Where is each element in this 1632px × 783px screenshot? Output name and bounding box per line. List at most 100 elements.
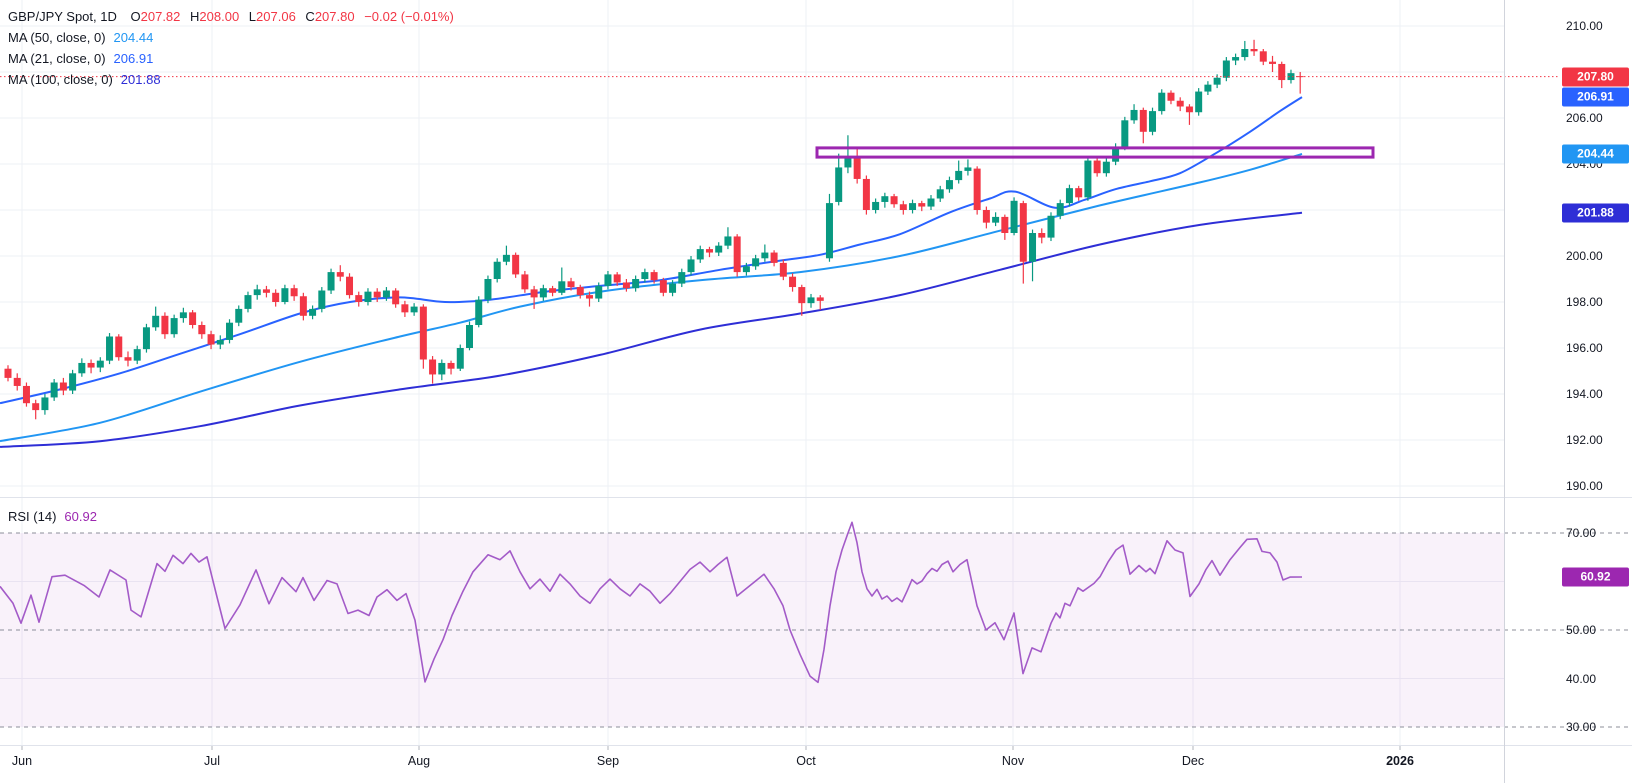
candle-body [1167,92,1175,101]
candle-body [50,382,58,398]
candle-body [484,279,492,300]
candle-body [189,312,197,325]
candle-body [309,308,317,316]
candle-body [835,167,843,202]
candle-body [419,306,427,360]
candle-body [493,261,501,279]
candle-body [142,327,150,350]
candle-body [964,167,972,171]
candle-body [1250,49,1258,52]
candle-body [1259,51,1267,62]
candle-body [669,283,677,293]
candle-body [521,274,529,290]
candle-body [955,170,963,181]
candle-body [4,368,12,378]
candle-body [909,203,917,210]
candle-body [410,306,418,313]
candle-body [272,292,280,302]
candle-body [1112,146,1120,162]
candlestick-series [4,39,1304,420]
candle-body [124,357,132,361]
candle-body [179,312,187,319]
candle-body [576,287,584,296]
candle-body [392,290,400,305]
candle-body [678,272,686,284]
candle-body [161,315,169,335]
pane-separator[interactable] [0,497,1632,498]
candle-body [798,287,806,304]
candle-body [1213,77,1221,85]
price-axis-badge: 201.88 [1562,203,1629,223]
rsi-line [0,521,1303,684]
candle-body [1084,160,1092,198]
candle-body [890,196,898,205]
candle-body [770,252,778,263]
price-axis-label: 196.00 [1566,341,1603,355]
candle-body [1001,216,1009,233]
candle-body [1278,63,1286,81]
candle-body [687,259,695,273]
resistance-range-box[interactable] [815,146,1375,159]
ma50-legend-row[interactable]: MA (50, close, 0) 204.44 [8,30,154,45]
price-axis-badge: 206.91 [1562,87,1629,107]
candle-body [373,291,381,298]
candle-body [32,403,40,411]
month-label-sep: Sep [596,754,620,768]
candle-body [927,198,935,207]
candle-body [789,276,797,288]
candle-body [715,245,723,253]
month-label-dec: Dec [1181,754,1205,768]
rsi-axis-label: 70.00 [1566,526,1597,540]
candle-body [78,362,86,374]
candle-body [1149,111,1157,132]
candle-body [705,249,713,253]
candle-body [604,274,612,286]
ma100-legend-row[interactable]: MA (100, close, 0) 201.88 [8,72,161,87]
candle-body [327,272,335,291]
price-axis-label: 206.00 [1566,111,1603,125]
month-label-2026: 2026 [1386,754,1414,768]
candle-body [401,304,409,313]
candle-body [1222,60,1230,78]
candle-body [281,288,289,302]
candle-body [235,308,243,323]
ma-50-line [0,152,1303,443]
candle-body [585,295,593,299]
candle-body [1010,200,1018,233]
candle-body [87,362,95,368]
price-axis-label: 194.00 [1566,387,1603,401]
candle-body [244,295,252,309]
candle-body [862,178,870,210]
ma21-legend-row[interactable]: MA (21, close, 0) 206.91 [8,51,154,66]
candle-body [1204,84,1212,92]
candle-body [299,296,307,316]
rsi-legend-row[interactable]: RSI (14) 60.92 [8,509,97,524]
rsi-axis-label: 30.00 [1566,720,1597,734]
candle-body [1075,188,1083,198]
candle-body [613,274,621,283]
candle-body [945,180,953,190]
ma-21-line [0,96,1303,405]
candle-body [973,168,981,210]
candle-body [807,297,815,304]
price-axis-badge: 207.80 [1562,67,1629,87]
symbol-title[interactable]: GBP/JPY Spot, 1D [8,9,117,24]
candle-body [438,362,446,375]
month-label-jun: Jun [11,754,33,768]
symbol-row: GBP/JPY Spot, 1D O207.82 H208.00 L207.06… [8,6,460,27]
candle-body [1102,161,1110,174]
candle-body [170,318,178,335]
candle-body [752,258,760,267]
price-axis-label: 198.00 [1566,295,1603,309]
candle-body [641,272,649,279]
candle-body [622,282,630,289]
price-axis-label: 190.00 [1566,479,1603,493]
candle-body [429,359,437,375]
candle-body [816,297,824,301]
candle-body [346,276,354,296]
candle-body [226,322,234,340]
candle-body [502,254,510,262]
candle-body [447,362,455,369]
price-axis-label: 192.00 [1566,433,1603,447]
